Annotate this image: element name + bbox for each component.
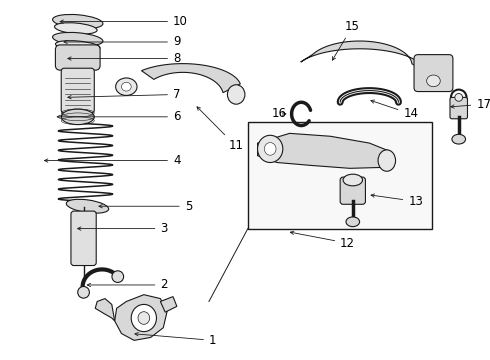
Ellipse shape (264, 143, 276, 155)
Text: 6: 6 (57, 110, 180, 123)
Ellipse shape (427, 75, 441, 87)
Ellipse shape (455, 94, 463, 101)
Text: 1: 1 (135, 333, 217, 347)
Ellipse shape (378, 150, 395, 171)
Polygon shape (115, 295, 167, 340)
Text: 17: 17 (451, 98, 490, 111)
Ellipse shape (116, 78, 137, 95)
FancyBboxPatch shape (450, 98, 467, 119)
Text: 16: 16 (272, 107, 287, 120)
Ellipse shape (346, 217, 360, 227)
Ellipse shape (258, 135, 283, 162)
FancyBboxPatch shape (340, 177, 366, 204)
Text: 12: 12 (291, 231, 355, 250)
Ellipse shape (122, 82, 131, 91)
Text: 3: 3 (77, 222, 168, 235)
Ellipse shape (131, 305, 156, 332)
Ellipse shape (452, 134, 466, 144)
Ellipse shape (78, 287, 89, 298)
Text: 5: 5 (99, 200, 192, 213)
Text: 10: 10 (60, 15, 188, 28)
Text: 8: 8 (68, 52, 180, 65)
FancyBboxPatch shape (61, 68, 94, 113)
Ellipse shape (55, 41, 100, 51)
Ellipse shape (61, 109, 94, 125)
Text: 4: 4 (45, 154, 180, 167)
Text: 14: 14 (371, 100, 418, 120)
Ellipse shape (52, 32, 103, 46)
Polygon shape (301, 41, 425, 72)
Ellipse shape (54, 23, 97, 34)
Polygon shape (95, 298, 115, 321)
FancyBboxPatch shape (414, 55, 453, 91)
FancyBboxPatch shape (55, 45, 100, 70)
Ellipse shape (138, 312, 149, 324)
Ellipse shape (66, 199, 109, 213)
Bar (248, 122, 433, 229)
Text: 9: 9 (64, 36, 180, 49)
Ellipse shape (343, 174, 363, 186)
Polygon shape (258, 133, 391, 168)
Ellipse shape (227, 85, 245, 104)
Polygon shape (160, 297, 177, 312)
Text: 13: 13 (371, 194, 423, 208)
Ellipse shape (112, 271, 123, 283)
Polygon shape (142, 64, 240, 93)
Ellipse shape (52, 14, 103, 29)
Text: 2: 2 (87, 279, 168, 292)
Text: 11: 11 (197, 107, 244, 153)
FancyBboxPatch shape (71, 211, 96, 266)
Text: 15: 15 (332, 20, 360, 60)
Text: 7: 7 (68, 88, 180, 101)
